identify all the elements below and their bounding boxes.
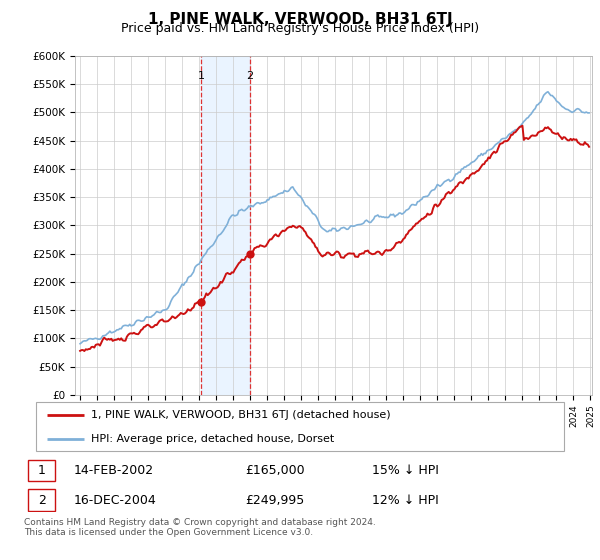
Text: £249,995: £249,995 <box>245 493 304 507</box>
Text: 2: 2 <box>246 71 253 81</box>
Text: 1, PINE WALK, VERWOOD, BH31 6TJ (detached house): 1, PINE WALK, VERWOOD, BH31 6TJ (detache… <box>91 410 391 420</box>
Text: 15% ↓ HPI: 15% ↓ HPI <box>372 464 439 477</box>
Text: 16-DEC-2004: 16-DEC-2004 <box>74 493 157 507</box>
Text: 1: 1 <box>38 464 46 477</box>
Text: 14-FEB-2002: 14-FEB-2002 <box>74 464 154 477</box>
FancyBboxPatch shape <box>28 460 55 481</box>
Text: £165,000: £165,000 <box>245 464 304 477</box>
Text: 1: 1 <box>198 71 205 81</box>
Text: 2: 2 <box>38 493 46 507</box>
Text: HPI: Average price, detached house, Dorset: HPI: Average price, detached house, Dors… <box>91 433 335 444</box>
Text: Contains HM Land Registry data © Crown copyright and database right 2024.
This d: Contains HM Land Registry data © Crown c… <box>24 518 376 538</box>
Text: Price paid vs. HM Land Registry's House Price Index (HPI): Price paid vs. HM Land Registry's House … <box>121 22 479 35</box>
FancyBboxPatch shape <box>28 489 55 511</box>
Text: 12% ↓ HPI: 12% ↓ HPI <box>372 493 439 507</box>
Bar <box>201 56 250 395</box>
Text: 1, PINE WALK, VERWOOD, BH31 6TJ: 1, PINE WALK, VERWOOD, BH31 6TJ <box>148 12 452 27</box>
